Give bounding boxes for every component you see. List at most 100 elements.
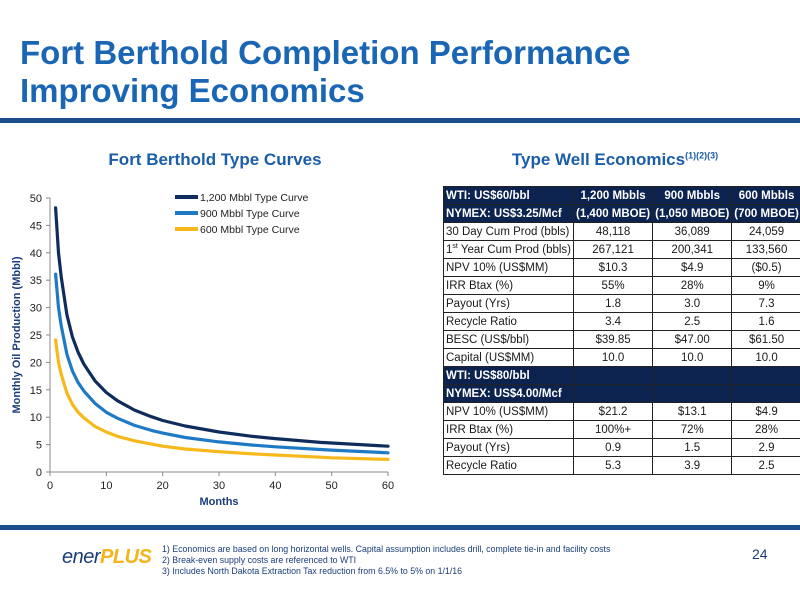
- row-label-cell: BESC (US$/bbl): [443, 330, 574, 349]
- row-label-cell: WTI: US$60/bbl: [443, 186, 574, 205]
- row-label-cell: 1st Year Cum Prod (bbls): [443, 240, 574, 259]
- value-cell: [572, 366, 654, 385]
- y-tick-label: 20: [30, 357, 42, 369]
- title-line-1: Fort Berthold Completion Performance: [20, 34, 631, 71]
- y-tick-label: 45: [30, 220, 42, 232]
- value-cell: $61.50: [731, 330, 800, 349]
- row-label-cell: Payout (Yrs): [443, 294, 574, 313]
- x-tick-label: 10: [100, 480, 112, 492]
- x-tick-label: 30: [213, 480, 225, 492]
- value-cell: $39.85: [572, 330, 654, 349]
- row-label-cell: IRR Btax (%): [443, 276, 574, 295]
- table-row: 30 Day Cum Prod (bbls) 48,118 36,089 24,059: [443, 222, 800, 241]
- value-cell: 3.4: [572, 312, 654, 331]
- y-tick-label: 5: [36, 440, 42, 452]
- y-tick-label: 35: [30, 275, 42, 287]
- legend-label-1: 1,200 Mbbl Type Curve: [200, 192, 309, 204]
- value-cell: 9%: [731, 276, 800, 295]
- table-row: Capital (US$MM) 10.0 10.0 10.0: [443, 348, 800, 367]
- table-row: IRR Btax (%) 55% 28% 9%: [443, 276, 800, 295]
- chart-heading: Fort Berthold Type Curves: [108, 150, 322, 169]
- value-cell: (1,050 MBOE): [652, 204, 733, 223]
- value-cell: [652, 366, 733, 385]
- row-label-cell: Recycle Ratio: [443, 456, 574, 475]
- value-cell: [731, 384, 800, 403]
- value-cell: 2.5: [652, 312, 733, 331]
- x-tick-label: 0: [47, 480, 53, 492]
- value-cell: $21.2: [572, 402, 654, 421]
- legend-label-2: 900 Mbbl Type Curve: [200, 208, 300, 220]
- value-cell: $13.1: [652, 402, 733, 421]
- economics-heading: Type Well Economics(1)(2)(3): [440, 150, 790, 170]
- y-tick-label: 30: [30, 303, 42, 315]
- top-divider: [0, 118, 800, 123]
- y-tick-label: 0: [36, 467, 42, 479]
- bottom-divider: [0, 525, 800, 530]
- series-line-2: [54, 272, 390, 455]
- footnote: 2) Break-even supply costs are reference…: [162, 555, 357, 566]
- value-cell: $47.00: [652, 330, 733, 349]
- table-row: Payout (Yrs) 1.8 3.0 7.3: [443, 294, 800, 313]
- value-cell: [731, 366, 800, 385]
- y-tick-label: 25: [30, 330, 42, 342]
- y-tick-label: 50: [30, 193, 42, 205]
- value-cell: 55%: [572, 276, 654, 295]
- value-cell: 200,341: [652, 240, 733, 259]
- economics-heading-text: Type Well Economics: [511, 150, 686, 169]
- series-line-1: [54, 206, 390, 448]
- value-cell: 10.0: [731, 348, 800, 367]
- x-tick-label: 50: [326, 480, 338, 492]
- value-cell: 267,121: [572, 240, 654, 259]
- value-cell: 10.0: [572, 348, 654, 367]
- page-title: Fort Berthold Completion Performance Imp…: [20, 34, 780, 110]
- value-cell: 1.5: [652, 438, 733, 457]
- value-cell: 0.9: [572, 438, 654, 457]
- value-cell: 5.3: [572, 456, 654, 475]
- enerplus-logo: enerPLUS: [62, 546, 152, 569]
- table-header-row: WTI: US$60/bbl 1,200 Mbbls 900 Mbbls 600 Mb…: [443, 186, 800, 205]
- title-line-2: Improving Economics: [20, 72, 365, 109]
- value-cell: $4.9: [652, 258, 733, 277]
- footnotes: 1) Economics are based on long horizonta…: [162, 544, 722, 578]
- value-cell: 1.8: [572, 294, 654, 313]
- x-axis-label: Months: [199, 496, 238, 508]
- value-cell: (1,400 MBOE): [572, 204, 654, 223]
- value-cell: 28%: [731, 420, 800, 439]
- type-curve-chart: 0 5 10 15 20 25 30 35 40 45 50 0 10 20 30 40 50 60 Months M…: [11, 192, 394, 508]
- x-tick-label: 20: [157, 480, 169, 492]
- value-cell: 2.9: [731, 438, 800, 457]
- row-label-cell: WTI: US$80/bbl: [443, 366, 574, 385]
- value-cell: $10.3: [572, 258, 654, 277]
- value-cell: 3.9: [652, 456, 733, 475]
- row-label-cell: NYMEX: US$4.00/Mcf: [443, 384, 574, 403]
- row-label-cell: Payout (Yrs): [443, 438, 574, 457]
- row-label-cell: Capital (US$MM): [443, 348, 574, 367]
- value-cell: 36,089: [652, 222, 733, 241]
- type-well-economics-table: WTI: US$60/bbl 1,200 Mbbls 900 Mbbls 600 Mb…: [443, 186, 800, 475]
- footnote: 3) Includes North Dakota Extraction Tax …: [162, 566, 463, 577]
- x-tick-label: 60: [382, 480, 394, 492]
- table-row: 1st Year Cum Prod (bbls) 267,121 200,341 13…: [443, 240, 800, 259]
- table-row: NPV 10% (US$MM) $10.3 $4.9 ($0.5): [443, 258, 800, 277]
- x-tick-label: 40: [269, 480, 281, 492]
- value-cell: 24,059: [731, 222, 800, 241]
- economics-heading-footnote-refs: (1)(2)(3): [685, 150, 719, 161]
- y-tick-label: 10: [30, 412, 42, 424]
- table-row: Recycle Ratio 5.3 3.9 2.5: [443, 456, 800, 475]
- value-cell: 133,560: [731, 240, 800, 259]
- value-cell: 3.0: [652, 294, 733, 313]
- value-cell: 1,200 Mbbls: [572, 186, 654, 205]
- value-cell: 900 Mbbls: [652, 186, 733, 205]
- table-row: Recycle Ratio 3.4 2.5 1.6: [443, 312, 800, 331]
- row-label-cell: 30 Day Cum Prod (bbls): [443, 222, 574, 241]
- table-row: IRR Btax (%) 100%+ 72% 28%: [443, 420, 800, 439]
- value-cell: ($0.5): [731, 258, 800, 277]
- footnote: 1) Economics are based on long horizonta…: [162, 544, 611, 554]
- row-label-cell: NPV 10% (US$MM): [443, 258, 574, 277]
- value-cell: 1.6: [731, 312, 800, 331]
- table-row: BESC (US$/bbl) $39.85 $47.00 $61.50: [443, 330, 800, 349]
- value-cell: [572, 384, 654, 403]
- value-cell: 600 Mbbls: [731, 186, 800, 205]
- value-cell: 10.0: [652, 348, 733, 367]
- series-line-3: [54, 338, 390, 461]
